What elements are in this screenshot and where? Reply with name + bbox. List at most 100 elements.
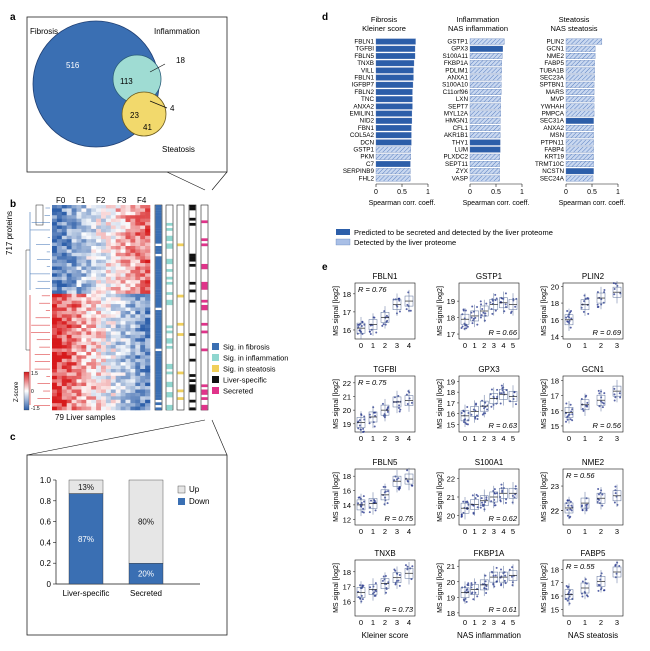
heatmap-cell — [145, 310, 151, 315]
e-point — [474, 497, 477, 500]
heatmap-cell — [76, 249, 82, 254]
heatmap-cell — [145, 263, 151, 267]
annotation-mark — [155, 353, 162, 357]
heatmap-cell — [130, 276, 136, 281]
annotation-mark — [155, 376, 162, 380]
heatmap-cell — [56, 348, 63, 353]
heatmap-cell — [61, 218, 67, 223]
heatmap-cell — [86, 321, 92, 325]
heatmap-cell — [120, 362, 126, 366]
heatmap-cell — [76, 389, 82, 394]
c-legend-swatch-up — [177, 485, 186, 494]
heatmap-cell — [66, 355, 72, 360]
heatmap-cell — [56, 307, 63, 312]
d-protein-label: IGFBP7 — [352, 82, 375, 89]
e-plot-frame — [562, 468, 624, 526]
heatmap-cell — [52, 218, 58, 223]
e-x-tick-label: 3 — [395, 434, 399, 443]
annotation-mark — [155, 220, 162, 224]
annotation-mark — [201, 220, 208, 224]
annotation-mark — [201, 287, 208, 290]
heatmap-cell — [76, 358, 82, 363]
annotation-mark — [189, 386, 196, 390]
heatmap-cell — [96, 222, 102, 226]
d-bar — [565, 45, 596, 52]
heatmap-cell — [56, 297, 63, 301]
heatmap-cell — [86, 317, 92, 322]
heatmap-cell — [56, 328, 63, 332]
heatmap-cell — [86, 297, 92, 301]
heatmap-cell — [61, 222, 67, 226]
heatmap-cell — [61, 314, 67, 319]
e-plot-frame — [354, 375, 416, 433]
e-point — [373, 316, 376, 319]
d-x-tick-label: 1 — [616, 189, 620, 196]
heatmap-cell — [115, 372, 121, 377]
heatmap-cell — [145, 351, 151, 356]
heatmap-cell — [71, 269, 77, 274]
heatmap-cell — [130, 283, 136, 288]
e-point — [566, 508, 569, 511]
heatmap-cell — [71, 358, 77, 363]
heatmap-cell — [145, 266, 151, 271]
panel-letter-e: e — [322, 262, 328, 273]
heatmap-cell — [130, 362, 136, 366]
e-point — [474, 403, 477, 406]
d-legend-swatch-secreted — [336, 229, 350, 235]
e-r-value: R = 0.63 — [488, 421, 517, 430]
heatmap-cell — [110, 232, 116, 237]
e-point — [369, 333, 372, 335]
heatmap-cell — [61, 372, 67, 377]
heatmap-cell — [140, 314, 146, 319]
annotation-mark — [166, 407, 173, 411]
e-r-value: R = 0.56 — [566, 471, 595, 480]
heatmap-cell — [76, 205, 82, 209]
heatmap-cell — [110, 307, 116, 312]
heatmap-cell — [145, 386, 151, 390]
annotation-mark — [155, 281, 162, 285]
heatmap-cell — [145, 382, 151, 387]
heatmap-cell — [52, 396, 58, 401]
heatmap-cell — [105, 328, 112, 332]
heatmap-cell — [145, 399, 151, 404]
e-point — [490, 500, 493, 503]
e-point — [405, 308, 408, 311]
e-point — [491, 571, 494, 574]
heatmap-cell — [120, 297, 126, 301]
heatmap-cell — [61, 310, 67, 315]
e-r-value: R = 0.69 — [592, 328, 621, 337]
heatmap-cell — [86, 280, 92, 284]
heatmap-cell — [96, 256, 102, 260]
annotation-mark — [155, 217, 162, 221]
heatmap-cell — [140, 372, 146, 377]
heatmap-cell — [130, 358, 136, 363]
d-bar — [375, 139, 412, 146]
heatmap-cell — [52, 334, 58, 339]
annotation-mark — [166, 243, 173, 247]
e-point — [505, 306, 507, 309]
d-protein-label: SEPT11 — [445, 161, 468, 168]
e-point — [466, 405, 469, 408]
heatmap-cell — [135, 287, 141, 291]
heatmap-cell — [71, 293, 77, 298]
heatmap-cell — [91, 321, 97, 325]
e-point — [495, 297, 498, 300]
heatmap-cell — [105, 403, 112, 407]
heatmap-cell — [140, 304, 146, 308]
heatmap-cell — [96, 246, 102, 250]
heatmap-cell — [66, 269, 72, 274]
heatmap-cell — [120, 355, 126, 360]
heatmap-cell — [140, 399, 146, 404]
heatmap-cell — [105, 225, 112, 230]
heatmap-cell — [96, 375, 102, 380]
heatmap-cell — [71, 382, 77, 387]
annotation-mark — [189, 289, 196, 293]
heatmap-cell — [135, 379, 141, 383]
e-y-tick-label: 20 — [343, 406, 351, 415]
heatmap-cell — [115, 246, 121, 250]
heatmap-cell — [115, 269, 121, 274]
annotation-mark — [155, 330, 162, 334]
e-point — [393, 479, 396, 482]
heatmap-cell — [76, 324, 82, 329]
annotation-mark — [155, 271, 162, 275]
